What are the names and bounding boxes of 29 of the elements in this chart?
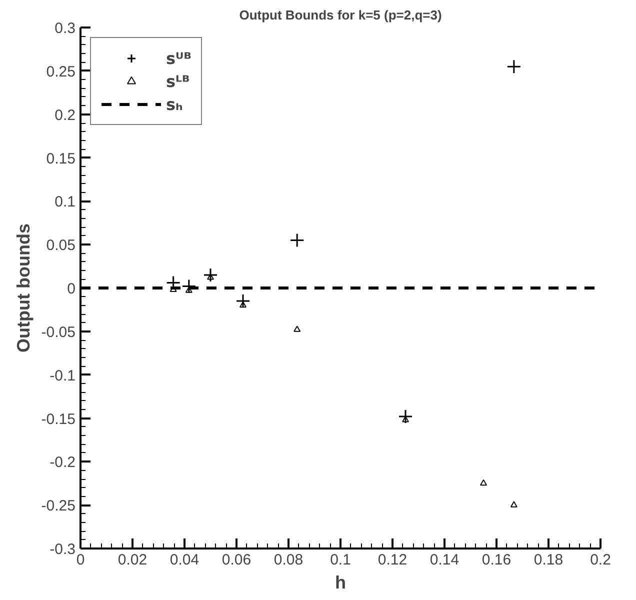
y-tick-label: 0 — [67, 280, 76, 298]
y-tick-label: -0.15 — [41, 410, 76, 428]
x-tick-label: 0.04 — [170, 552, 200, 568]
y-tick-label: 0.3 — [54, 20, 76, 37]
x-tick-label: 0.2 — [590, 552, 611, 568]
y-tick-label: -0.1 — [50, 367, 76, 384]
x-tick-label: 0.12 — [378, 552, 408, 568]
legend-label: sᴸᴮ — [166, 72, 190, 90]
y-axis-title: Output bounds — [13, 224, 34, 352]
x-tick-label: 0.14 — [430, 552, 460, 568]
y-tick-label: -0.3 — [50, 541, 76, 558]
chart-title: Output Bounds for k=5 (p=2,q=3) — [239, 8, 442, 22]
x-tick-label: 0.08 — [274, 552, 304, 568]
legend-label: sₕ — [166, 94, 184, 114]
y-tick-label: 0.05 — [46, 237, 76, 254]
legend-label: sᵁᴮ — [166, 48, 192, 68]
x-tick-label: 0.02 — [118, 552, 148, 568]
x-axis-title: h — [335, 572, 346, 592]
x-tick-label: 0.06 — [222, 552, 252, 568]
y-tick-label: -0.25 — [41, 498, 76, 515]
y-tick-label: 0.1 — [54, 194, 76, 211]
y-tick-label: -0.05 — [41, 324, 76, 341]
x-tick-label: 0.16 — [482, 552, 512, 568]
y-tick-label: 0.25 — [46, 63, 76, 80]
y-tick-label: -0.2 — [50, 454, 76, 472]
x-tick-label: 0.18 — [534, 552, 564, 568]
y-tick-label: 0.2 — [54, 106, 76, 124]
y-tick-label: 0.15 — [46, 150, 76, 168]
x-tick-label: 0.1 — [330, 552, 351, 568]
